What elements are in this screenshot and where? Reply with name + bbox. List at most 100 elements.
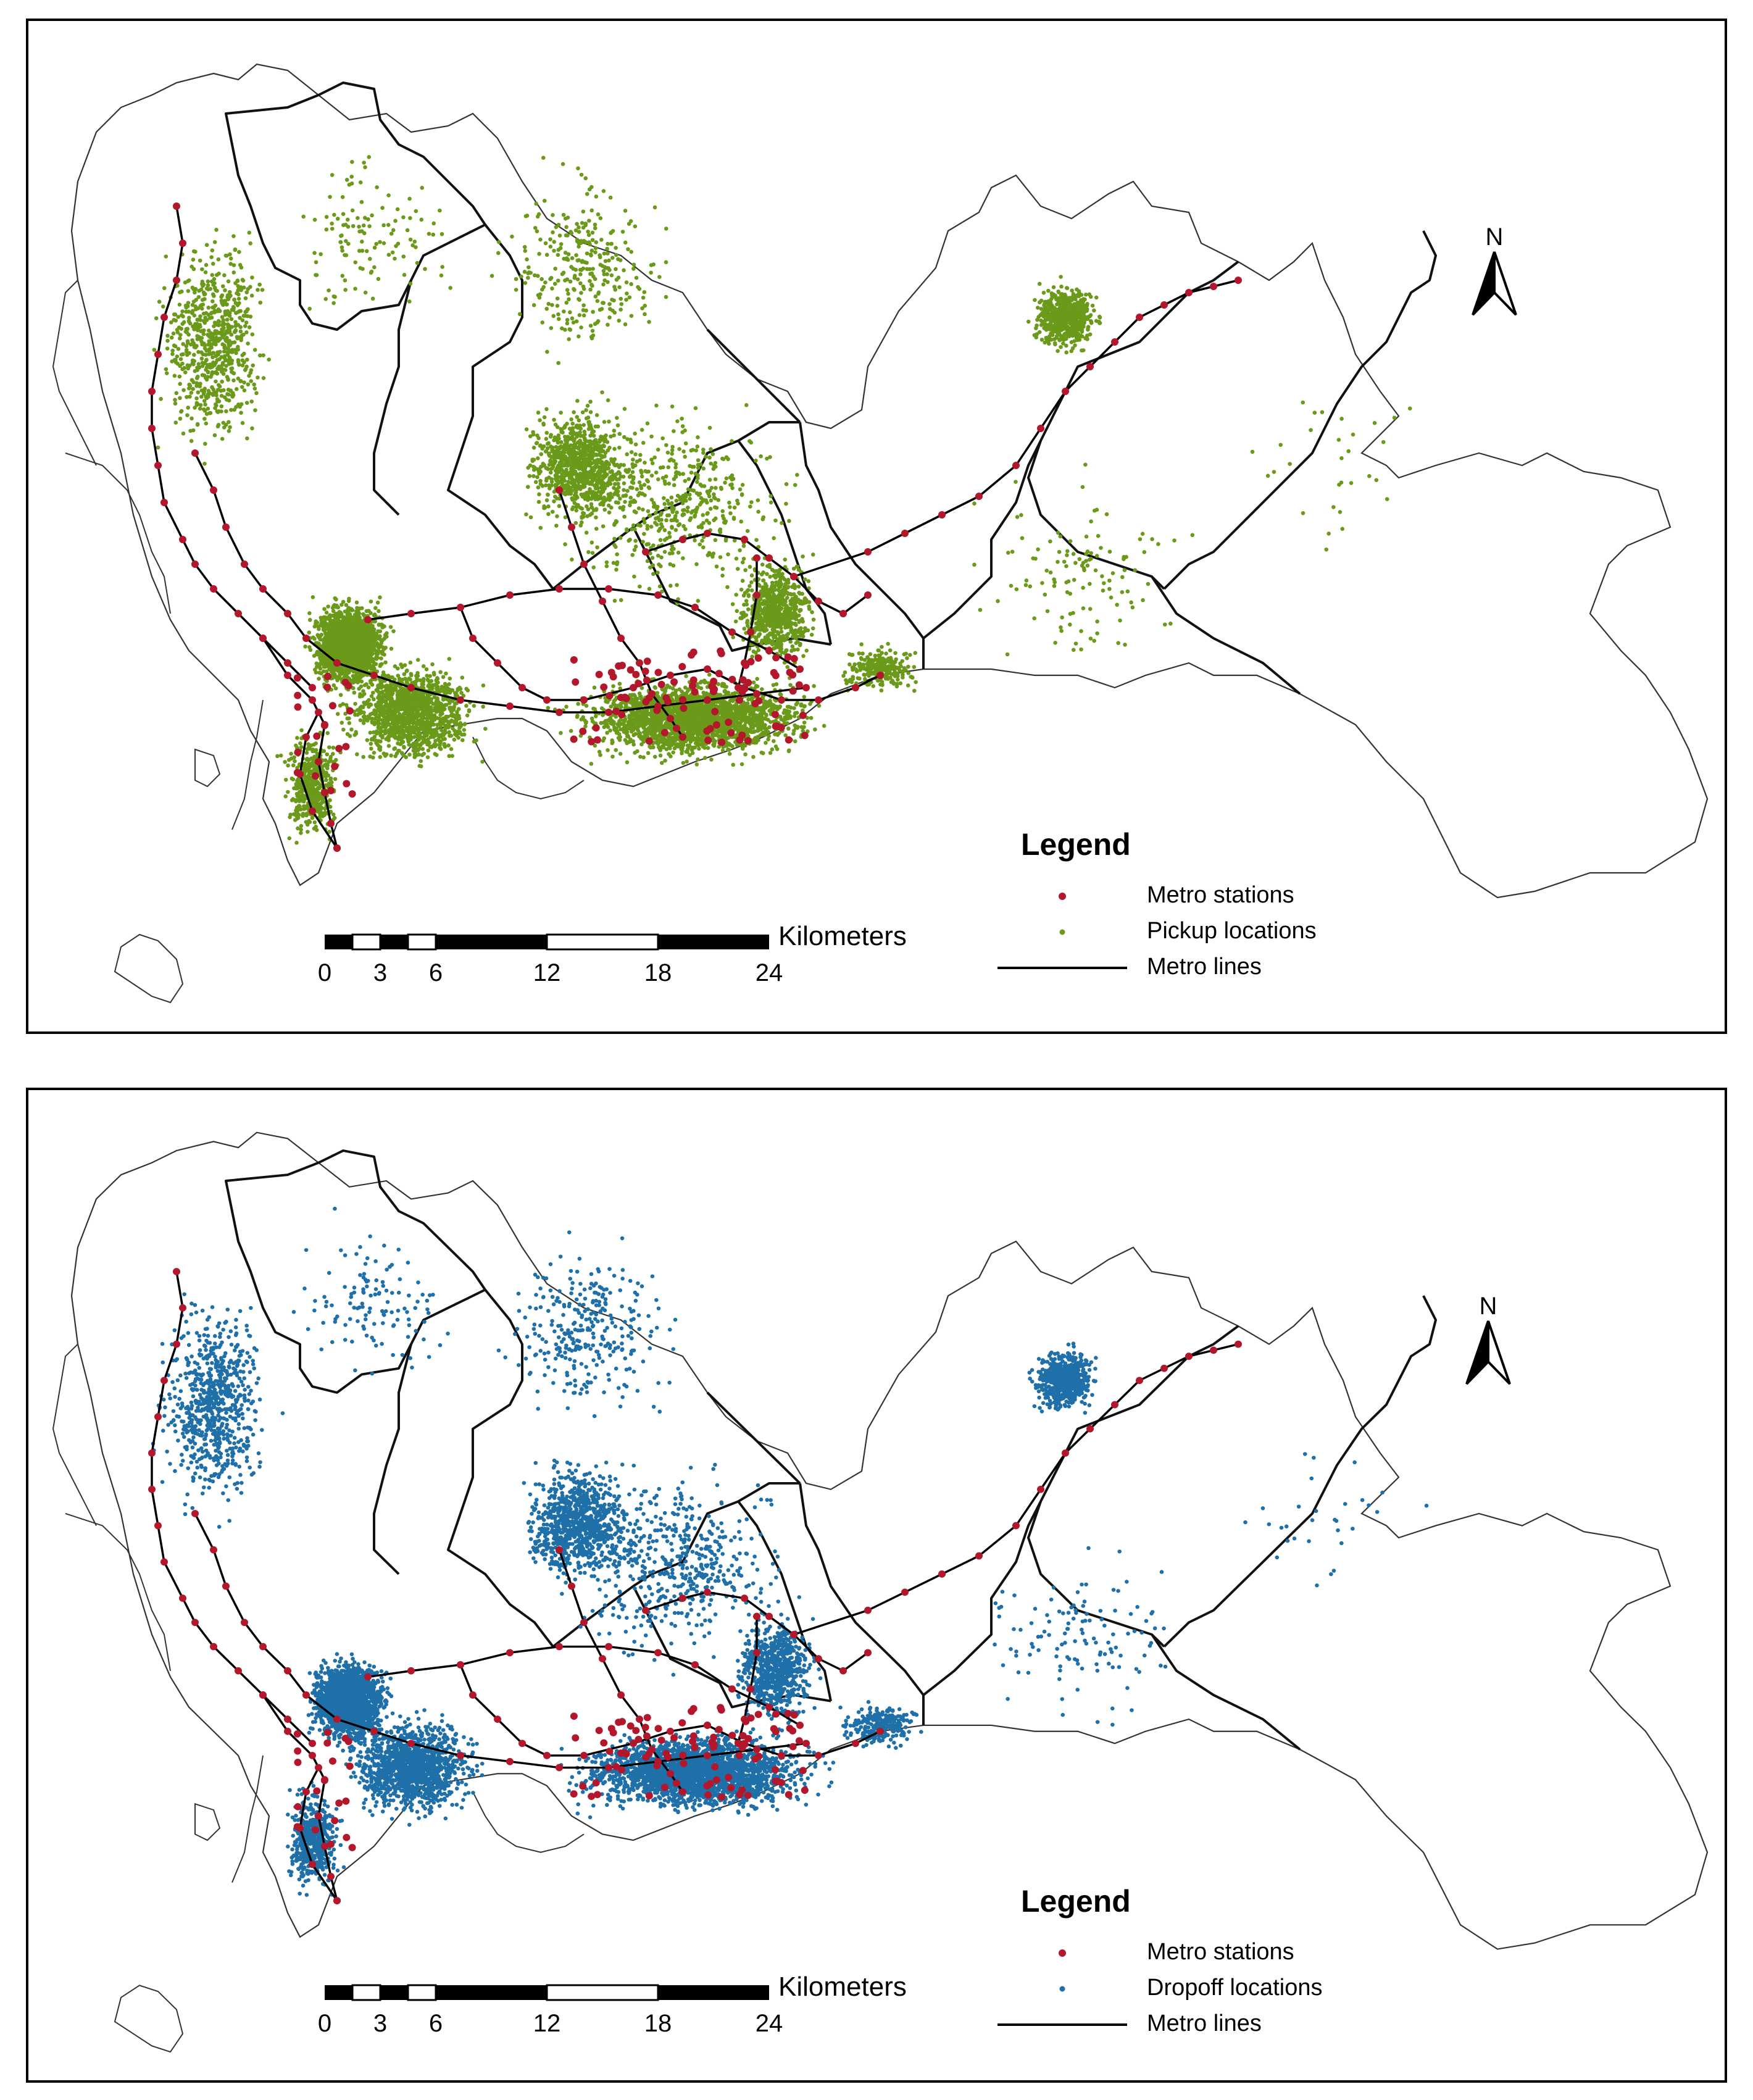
metro-station [294, 748, 302, 756]
metro-station [632, 670, 640, 678]
metro-station [1111, 1401, 1118, 1409]
metro-station [725, 719, 733, 727]
metro-station [173, 1340, 180, 1348]
metro-station [715, 1726, 723, 1733]
scale-bar-graphic [325, 933, 769, 951]
station-symbol-icon [1059, 893, 1066, 900]
metro-station [678, 1719, 686, 1727]
metro-station [309, 1752, 316, 1759]
metro-station [284, 610, 291, 617]
metro-station [457, 1752, 464, 1759]
metro-station [765, 554, 773, 562]
line-symbol-icon [997, 967, 1127, 969]
metro-station [543, 696, 551, 704]
legend-item-lines: Metro lines [997, 950, 1262, 986]
metro-station [556, 585, 563, 593]
metro-station [284, 659, 291, 667]
scale-tick: 3 [373, 2010, 388, 2037]
metro-station [1210, 1346, 1217, 1354]
metro-station [728, 1685, 736, 1693]
metro-station [735, 1752, 743, 1759]
scale-tick: 12 [533, 2010, 561, 2037]
metro-station [765, 1612, 773, 1620]
metro-station [154, 1522, 162, 1530]
metro-station [364, 616, 372, 623]
metro-station [328, 702, 336, 710]
metro-station [645, 1792, 653, 1800]
metro-station [1037, 425, 1044, 432]
metro-station [570, 735, 578, 743]
district-boundary [922, 260, 1239, 640]
legend-label-points: Pickup locations [1147, 918, 1317, 944]
metro-line [151, 206, 314, 689]
metro-station [711, 1763, 719, 1771]
metro-station [778, 1752, 785, 1759]
north-arrow: N [1467, 225, 1522, 320]
city-outline [70, 1131, 1709, 1950]
metro-station [796, 1722, 804, 1729]
metro-station [173, 1268, 180, 1275]
metro-station [789, 687, 797, 695]
metro-station [570, 656, 578, 664]
station-symbol-icon [1059, 1949, 1066, 1957]
metro-station [654, 669, 662, 677]
metro-station [643, 1714, 651, 1722]
metro-station [556, 1643, 563, 1651]
district-boundary [799, 1483, 925, 1725]
metro-station [738, 1786, 746, 1794]
metro-station [315, 1812, 322, 1820]
metro-station [786, 669, 794, 677]
metro-station [747, 1714, 755, 1722]
metro-station [469, 635, 477, 642]
metro-station [678, 662, 686, 670]
metro-station [765, 647, 773, 654]
metro-station [579, 1782, 587, 1790]
metro-station [654, 1649, 662, 1657]
metro-line [262, 638, 338, 849]
metro-station [643, 1732, 651, 1740]
metro-station [627, 666, 635, 674]
metro-station [580, 1619, 588, 1627]
metro-station [327, 1873, 335, 1880]
scale-tick: 0 [317, 2010, 332, 2037]
metro-station [641, 667, 649, 675]
metro-station [654, 591, 662, 599]
metro-station [799, 711, 807, 719]
coastline [231, 699, 264, 830]
metro-station [210, 585, 217, 593]
metro-station [327, 1840, 335, 1848]
coastline [194, 1802, 221, 1841]
metro-station [773, 722, 781, 730]
metro-station [635, 680, 643, 688]
metro-station [311, 1826, 319, 1834]
metro-station [839, 1667, 847, 1675]
metro-station [1111, 338, 1118, 346]
metro-station [667, 715, 674, 722]
metro-station [148, 425, 156, 432]
metro-station [771, 1766, 779, 1773]
location-dots [152, 155, 1412, 845]
metro-station [342, 1798, 350, 1805]
metro-station [704, 665, 711, 673]
metro-station [784, 1709, 792, 1717]
legend-label-lines: Metro lines [1147, 2010, 1262, 2036]
metro-station [235, 610, 242, 617]
metro-station [680, 704, 688, 712]
metro-station [344, 681, 352, 690]
metro-station [284, 672, 291, 679]
metro-station [179, 240, 186, 247]
metro-station [1160, 1364, 1168, 1372]
metro-station [494, 1715, 501, 1723]
district-boundary [706, 328, 801, 423]
metro-station [739, 676, 747, 684]
metro-station [333, 1897, 341, 1904]
metro-station [662, 1749, 670, 1757]
metro-station [148, 388, 156, 395]
metro-station [154, 462, 162, 469]
metro-station [191, 1510, 199, 1517]
scale-tick: 0 [317, 959, 332, 986]
metro-station [506, 591, 514, 599]
metro-station [712, 1776, 720, 1784]
district-boundary [1163, 230, 1437, 590]
scale-tick: 24 [755, 959, 783, 986]
